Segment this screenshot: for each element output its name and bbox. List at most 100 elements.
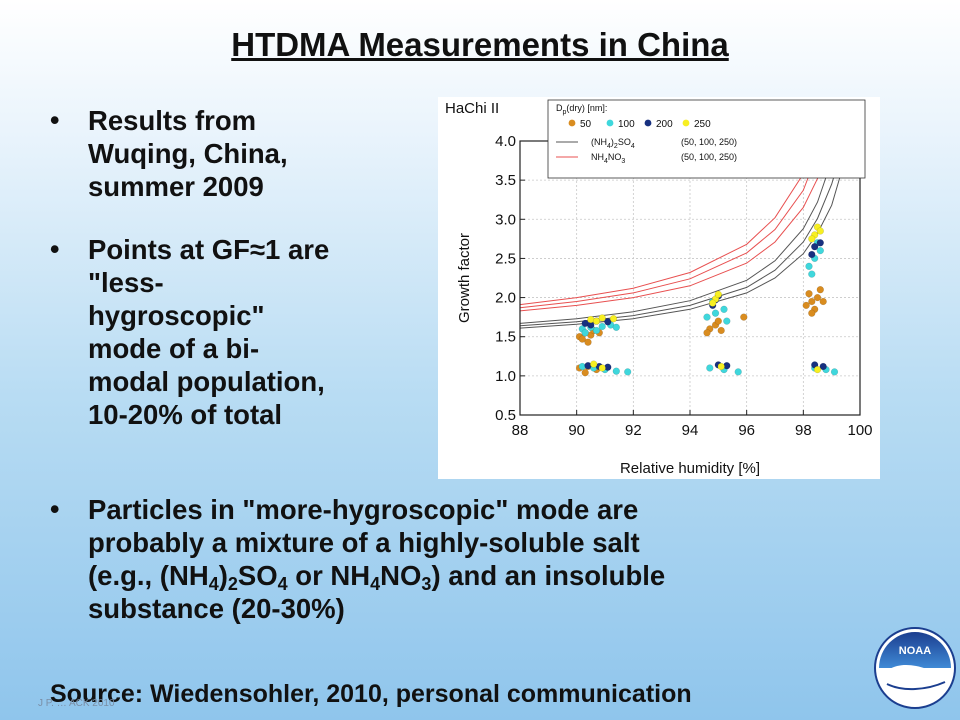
data-point-dp50 bbox=[808, 309, 816, 317]
bullet-1-line: Wuqing, China, bbox=[88, 138, 288, 169]
data-point-dp100 bbox=[711, 309, 720, 317]
legend-sizes-ammsulf: (50, 100, 250) bbox=[681, 137, 737, 147]
x-tick-label: 88 bbox=[512, 422, 529, 439]
text-run: ) bbox=[218, 560, 228, 591]
x-axis-label: Relative humidity [%] bbox=[620, 460, 760, 477]
bullet-3-line: probably a mixture of a highly-soluble s… bbox=[88, 527, 640, 558]
legend-box bbox=[547, 99, 866, 179]
data-point-dp50 bbox=[805, 290, 813, 298]
legend-sizes-ammnit: (50, 100, 250) bbox=[681, 152, 737, 162]
data-point-dp50 bbox=[714, 317, 722, 325]
panel-label: HaChi II bbox=[445, 100, 499, 117]
x-tick-label: 98 bbox=[795, 422, 812, 439]
data-point-dp250 bbox=[598, 364, 606, 372]
data-point-dp50 bbox=[802, 301, 810, 310]
data-point-dp100 bbox=[805, 262, 813, 270]
legend-point-label: 50 bbox=[580, 119, 592, 130]
legend-title: Dp(dry) [nm]: bbox=[556, 103, 607, 116]
data-point-dp100 bbox=[720, 305, 728, 313]
data-point-dp50 bbox=[584, 338, 592, 346]
data-point-dp200 bbox=[816, 239, 824, 247]
data-point-dp100 bbox=[581, 329, 589, 337]
data-point-dp100 bbox=[612, 323, 620, 331]
data-point-dp100 bbox=[706, 364, 714, 372]
data-point-dp50 bbox=[808, 297, 816, 306]
subscript: 4 bbox=[370, 574, 381, 594]
legend-marker bbox=[568, 119, 576, 127]
legend-marker bbox=[606, 119, 614, 127]
bullet-dot: • bbox=[50, 105, 60, 135]
legend-point-label: 200 bbox=[656, 119, 673, 130]
text-run: NO bbox=[380, 560, 422, 591]
chart-svg: 88 90 92 94 96 98 1000.51.01.52.02.53.03.54.0 … bbox=[445, 99, 873, 477]
noaa-logo-icon: NOAA bbox=[874, 627, 956, 709]
data-point-dp250 bbox=[592, 317, 601, 325]
legend-marker bbox=[682, 119, 690, 127]
legend-marker bbox=[644, 119, 652, 127]
legend-label-ammsulf: (NH4)2SO4 bbox=[591, 137, 635, 150]
bullet-2-line: mode of a bi- bbox=[88, 333, 260, 364]
data-point-dp50 bbox=[740, 313, 748, 321]
subscript: 4 bbox=[208, 574, 219, 594]
data-point-dp250 bbox=[714, 290, 722, 299]
source-citation: Source: Wiedensohler, 2010, personal com… bbox=[50, 680, 692, 708]
text-run: or NH bbox=[287, 560, 371, 591]
bullet-dot: • bbox=[50, 234, 60, 264]
tick-layer: 88 90 92 94 96 98 100 0.5 1.0 1.5 2.0 2.5 3.0 3.5 4.0 bbox=[495, 133, 872, 439]
data-point-dp50 bbox=[819, 297, 827, 306]
data-point-dp100 bbox=[703, 313, 711, 321]
data-point-dp200 bbox=[604, 318, 612, 326]
subscript: 3 bbox=[421, 574, 432, 594]
noaa-logo-text: NOAA bbox=[899, 645, 931, 657]
data-point-dp250 bbox=[717, 362, 725, 371]
data-point-dp200 bbox=[811, 243, 819, 251]
kohler-curve bbox=[519, 140, 838, 324]
point-layer bbox=[575, 223, 839, 377]
subscript: 4 bbox=[277, 574, 288, 594]
data-point-dp50 bbox=[813, 294, 822, 302]
bullet-1-line: Results from bbox=[88, 105, 257, 136]
data-point-dp100 bbox=[598, 322, 606, 331]
y-tick-label: 2.0 bbox=[495, 290, 516, 307]
grid-layer bbox=[519, 140, 861, 416]
data-point-dp50 bbox=[816, 286, 824, 294]
x-tick-label: 96 bbox=[738, 422, 755, 439]
y-axis-label: Growth factor bbox=[456, 233, 473, 323]
data-point-dp100 bbox=[830, 368, 839, 376]
data-point-dp200 bbox=[808, 250, 816, 259]
x-tick-label: 94 bbox=[682, 422, 699, 439]
bullet-2-line: "less- bbox=[88, 267, 164, 298]
data-point-dp250 bbox=[816, 227, 824, 235]
data-point-dp100 bbox=[734, 368, 742, 376]
slide-title: HTDMA Measurements in China bbox=[231, 26, 729, 63]
data-point-dp100 bbox=[612, 367, 620, 375]
bullet-2-line: modal population, bbox=[88, 366, 325, 397]
bullet-2: Points at GF≈1 are "less- hygroscopic" m… bbox=[88, 233, 329, 431]
data-point-dp50 bbox=[717, 326, 725, 335]
bullet-3-line: substance (20-30%) bbox=[88, 593, 345, 624]
y-tick-label: 3.0 bbox=[495, 211, 516, 228]
data-point-dp50 bbox=[578, 335, 586, 343]
data-point-dp50 bbox=[581, 369, 589, 377]
y-tick-label: 1.0 bbox=[495, 368, 516, 385]
bullet-dot: • bbox=[50, 494, 60, 524]
legend-points: 50 100 200 250 bbox=[568, 119, 711, 130]
data-point-dp250 bbox=[598, 314, 606, 322]
bullet-2-line: hygroscopic" bbox=[88, 300, 265, 331]
legend-label-ammnit: NH4NO3 bbox=[591, 152, 625, 165]
bullet-3-line-formula: (e.g., (NH4)2SO4 or NH4NO3) and an insol… bbox=[88, 559, 665, 594]
kohler-curve bbox=[519, 140, 830, 312]
y-tick-label: 2.5 bbox=[495, 250, 516, 267]
text-run: SO bbox=[237, 560, 278, 591]
data-point-dp250 bbox=[609, 315, 618, 323]
data-point-dp100 bbox=[624, 368, 632, 376]
data-point-dp50 bbox=[703, 329, 711, 337]
bullet-1-line: summer 2009 bbox=[88, 171, 264, 202]
y-tick-label: 0.5 bbox=[495, 407, 516, 424]
y-tick-label: 3.5 bbox=[495, 172, 516, 189]
data-point-dp250 bbox=[813, 366, 822, 374]
x-tick-label: 100 bbox=[847, 422, 872, 439]
y-tick-label: 1.5 bbox=[495, 329, 516, 346]
x-tick-label: 90 bbox=[568, 422, 585, 439]
data-point-dp200 bbox=[819, 362, 827, 371]
